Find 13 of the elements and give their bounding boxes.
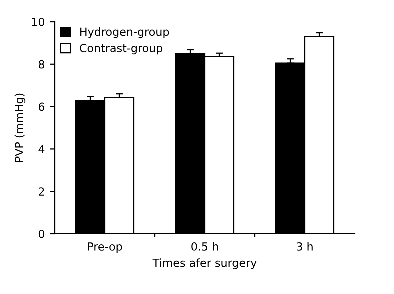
x-tick-label: Pre-op (88, 242, 122, 254)
y-axis-title: PVP (mmHg) (14, 94, 26, 162)
y-tick-label: 6 (38, 102, 45, 112)
y-tick-label: 10 (32, 18, 45, 26)
x-axis-title: Times afer surgery (152, 258, 257, 270)
y-tick-label: 2 (39, 188, 44, 196)
y-tick-label: 0 (38, 230, 45, 238)
y-tick-label: 8 (38, 60, 45, 69)
legend-label: Hydrogen-group (80, 28, 170, 38)
legend-label: Contrast-group (80, 44, 163, 55)
x-tick-label: 3 h (297, 242, 313, 251)
y-tick-label: 4 (38, 145, 45, 154)
x-tick-label: 0.5 h (192, 242, 218, 251)
